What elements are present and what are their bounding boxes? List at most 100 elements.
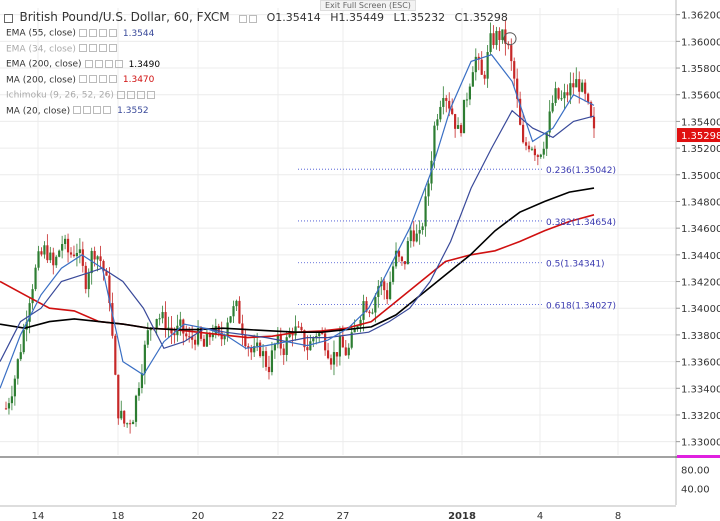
candle-body <box>519 98 522 125</box>
price-axis-label: 1.35400 <box>681 117 720 128</box>
candle-body <box>247 346 250 348</box>
candle-body <box>377 286 380 297</box>
indicator-control-icon[interactable] <box>108 44 117 52</box>
candle-body <box>134 395 138 422</box>
exit-fullscreen-button[interactable]: Exit Full Screen (ESC) <box>320 0 416 11</box>
indicator-control-icon[interactable] <box>93 106 102 114</box>
indicator-legend-row[interactable]: MA (20, close) 1.3552 <box>6 106 149 116</box>
price-axis-label: 1.36200 <box>681 11 720 22</box>
price-axis-label: 1.33800 <box>681 331 720 342</box>
candle-body <box>270 350 274 373</box>
candle-body <box>421 226 424 230</box>
chart-header: British Pound/U.S. Dollar, 60, FXCM O1.3… <box>4 10 508 25</box>
candle-body <box>516 78 519 99</box>
indicator-control-icon[interactable] <box>88 28 97 37</box>
candle-body <box>102 260 105 272</box>
candle-body <box>439 106 442 120</box>
indicator-control-icon[interactable] <box>126 90 135 99</box>
indicator-legend-row[interactable]: EMA (55, close) 1.3544 <box>6 28 154 39</box>
indicator-controls[interactable] <box>78 28 119 38</box>
candle-body <box>415 233 418 242</box>
indicator-control-icon[interactable] <box>88 75 97 83</box>
candle-body <box>117 374 120 419</box>
indicator-control-icon[interactable] <box>78 44 87 52</box>
indicator-control-icon[interactable] <box>88 44 97 52</box>
candle-body <box>155 319 158 329</box>
indicator-control-icon[interactable] <box>78 28 87 37</box>
indicator-control-icon[interactable] <box>136 90 145 99</box>
fib-level-label: 0.382(1.34654) <box>546 218 616 228</box>
candle-body <box>445 98 448 101</box>
candle-body <box>324 333 327 351</box>
indicator-control-icon[interactable] <box>84 59 93 68</box>
indicator-control-icon[interactable] <box>108 75 117 83</box>
candle-body <box>510 45 513 62</box>
indicator-control-icon[interactable] <box>108 28 117 37</box>
candle-body <box>524 142 528 146</box>
candle-body <box>533 148 537 156</box>
candle-body <box>318 333 321 337</box>
indicator-control-icon[interactable] <box>83 106 92 114</box>
indicator-control-icon[interactable] <box>146 90 155 99</box>
indicator-control-icon[interactable] <box>98 28 107 37</box>
candle-body <box>87 273 90 290</box>
settings-icon[interactable] <box>239 14 248 23</box>
candle-body <box>40 251 43 255</box>
candle-body <box>427 183 430 197</box>
fib-level-label: 0.618(1.34027) <box>546 302 616 312</box>
indicator-label: MA (20, close) <box>6 106 71 116</box>
price-axis-label: 1.36000 <box>681 37 720 48</box>
candle-body <box>492 33 495 46</box>
candle-body <box>90 250 93 274</box>
indicator-controls[interactable] <box>84 59 125 69</box>
indicator-control-icon[interactable] <box>98 44 107 52</box>
last-price-label: 1.35298 <box>681 131 720 142</box>
time-axis-label: 27 <box>337 511 350 521</box>
indicator-legend-row[interactable]: MA (200, close) 1.3470 <box>6 75 154 85</box>
indicator-controls[interactable] <box>78 44 119 54</box>
candle-body <box>191 336 194 340</box>
indicator-controls[interactable] <box>78 75 119 85</box>
candle-body <box>530 148 534 150</box>
eye-icon[interactable] <box>249 14 258 23</box>
indicator-control-icon[interactable] <box>116 90 125 99</box>
indicator-control-icon[interactable] <box>98 75 107 83</box>
candle-body <box>350 332 353 348</box>
candle-body <box>208 333 211 338</box>
indicator-legend-row[interactable]: Ichimoku (9, 26, 52, 26) <box>6 90 161 101</box>
price-axis-label: 1.33400 <box>681 384 720 395</box>
indicator-value: 1.3490 <box>128 59 161 70</box>
collapse-icon[interactable] <box>4 13 13 23</box>
indicator-control-icon[interactable] <box>73 106 82 114</box>
candle-body <box>194 339 197 345</box>
indicator-controls[interactable] <box>73 106 113 116</box>
candle-body <box>261 351 265 357</box>
candle-body <box>527 145 531 150</box>
candle-body <box>288 332 291 338</box>
indicator-control-icon[interactable] <box>104 59 113 68</box>
indicator-label: MA (200, close) <box>6 75 76 85</box>
indicator-control-icon[interactable] <box>78 75 87 83</box>
candle-body <box>584 82 587 94</box>
candle-body <box>93 250 96 260</box>
candle-body <box>196 328 200 345</box>
indicator-legend-row[interactable]: EMA (200, close) 1.3490 <box>6 59 160 70</box>
candle-body <box>371 312 374 314</box>
indicator-legend-row[interactable]: EMA (34, close) <box>6 44 123 54</box>
candle-body <box>306 347 309 351</box>
candle-body <box>365 301 368 312</box>
candle-body <box>465 99 469 101</box>
indicator-control-icon[interactable] <box>94 59 103 68</box>
candle-body <box>140 373 144 389</box>
indicator-controls[interactable] <box>116 90 157 100</box>
ema200-line <box>0 187 595 334</box>
indicator-control-icon[interactable] <box>103 106 112 114</box>
candle-body <box>501 29 504 41</box>
time-axis-label: 8 <box>615 511 621 521</box>
candle-body <box>123 410 126 424</box>
indicator-control-icon[interactable] <box>114 59 123 68</box>
candle-body <box>164 312 167 330</box>
header-controls[interactable] <box>239 12 259 25</box>
candle-body <box>459 125 463 134</box>
